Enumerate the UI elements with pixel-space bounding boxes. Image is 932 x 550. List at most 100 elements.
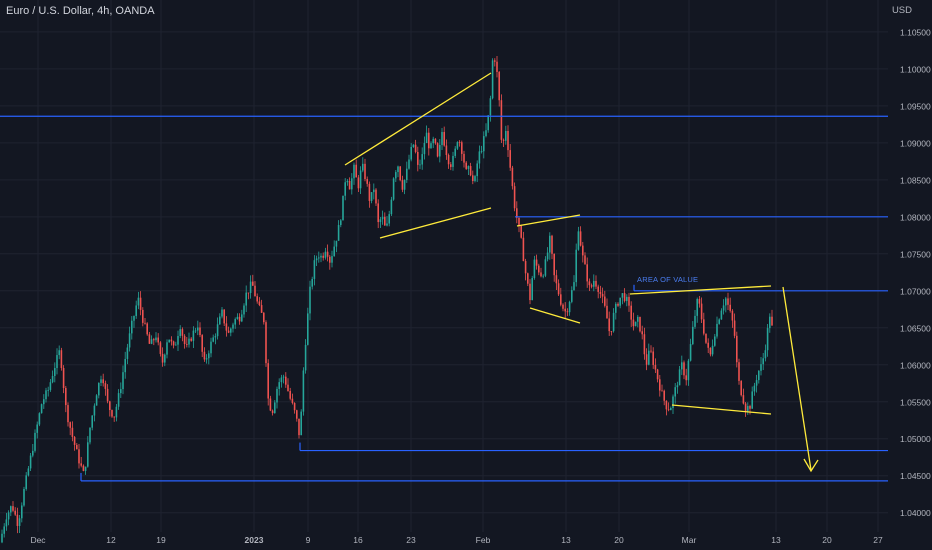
y-tick-label: 1.06500: [900, 323, 931, 333]
candle-body: [729, 304, 731, 311]
candle-body: [364, 163, 366, 180]
candle-body: [738, 362, 740, 381]
candle-body: [628, 296, 630, 306]
candle-body: [161, 353, 164, 363]
candle-body: [181, 329, 184, 336]
candle-body: [454, 148, 456, 156]
candle-body: [302, 370, 305, 412]
candle-body: [650, 350, 652, 352]
candle-body: [247, 292, 250, 294]
candle-body: [441, 132, 443, 145]
y-tick-label: 1.08500: [900, 175, 931, 185]
candle-body: [40, 404, 43, 414]
candle-body: [408, 159, 410, 169]
candle-body: [456, 142, 459, 149]
candle-body: [98, 382, 100, 396]
candle-body: [12, 506, 14, 511]
x-tick-label: 16: [353, 535, 363, 545]
candle-body: [56, 355, 58, 369]
candle-body: [687, 360, 690, 381]
candle-body: [590, 285, 593, 287]
candle-body: [483, 136, 485, 152]
candle-body: [65, 388, 67, 406]
candle-body: [458, 142, 461, 143]
candle-body: [34, 432, 36, 451]
candle-body: [604, 296, 606, 306]
candle-body: [377, 203, 379, 223]
candle-body: [324, 251, 327, 258]
candle-body: [296, 410, 298, 419]
candle-body: [740, 380, 742, 396]
candle-body: [612, 312, 615, 332]
candle-body: [203, 351, 206, 360]
candle-body: [665, 400, 668, 410]
candle-body: [337, 225, 340, 241]
candle-body: [139, 297, 142, 310]
candle-body: [615, 303, 617, 313]
x-tick-label: Dec: [30, 535, 46, 545]
candle-body: [102, 379, 104, 384]
candle-body: [368, 183, 371, 201]
candle-body: [148, 334, 151, 344]
candle-body: [23, 488, 25, 506]
y-tick-label: 1.06000: [900, 360, 931, 370]
candle-body: [210, 341, 212, 354]
candle-body: [386, 223, 388, 226]
candle-body: [575, 249, 577, 283]
candle-body: [175, 344, 177, 346]
candle-body: [718, 319, 720, 324]
candle-body: [71, 427, 74, 437]
candle-body: [634, 321, 637, 327]
candle-body: [417, 151, 419, 165]
candle-body: [450, 164, 452, 167]
symbol-title[interactable]: Euro / U.S. Dollar, 4h, OANDA: [6, 5, 155, 17]
candle-body: [285, 376, 287, 385]
candle-body: [146, 323, 148, 335]
candle-body: [353, 164, 355, 179]
candle-body: [157, 337, 159, 343]
candle-body: [709, 347, 712, 355]
candle-body: [219, 316, 221, 325]
candle-body: [582, 245, 584, 256]
candle-body: [733, 320, 736, 336]
candle-body: [67, 405, 69, 423]
candle-body: [194, 330, 197, 332]
candle-body: [298, 418, 300, 436]
candle-body: [516, 208, 518, 218]
y-tick-label: 1.09500: [900, 101, 931, 111]
y-tick-label: 1.07500: [900, 249, 931, 259]
candle-body: [5, 519, 8, 527]
candle-body: [36, 424, 38, 433]
candle-body: [681, 362, 683, 370]
candle-body: [577, 231, 580, 250]
candle-body: [546, 252, 549, 260]
candle-body: [300, 411, 302, 436]
x-tick-label: 20: [822, 535, 832, 545]
candle-body: [315, 258, 318, 261]
candle-body: [535, 259, 538, 266]
candle-body: [18, 518, 21, 526]
candle-body: [89, 427, 91, 443]
candle-body: [599, 291, 602, 294]
candle-body: [639, 316, 641, 332]
candle-body: [111, 410, 113, 417]
candle-body: [104, 383, 107, 389]
candle-body: [135, 305, 137, 316]
pattern-trendline: [529, 307, 581, 324]
candle-body: [621, 293, 624, 298]
candle-body: [106, 388, 109, 402]
candle-body: [544, 259, 547, 276]
candle-body: [208, 353, 210, 359]
x-tick-label: 2023: [245, 535, 264, 545]
candle-body: [496, 61, 498, 72]
candle-body: [707, 342, 709, 348]
candle-body: [199, 327, 201, 336]
candle-body: [606, 305, 608, 319]
candle-body: [410, 146, 412, 160]
candle-body: [322, 255, 324, 258]
candle-body: [82, 465, 85, 471]
candle-body: [320, 255, 322, 258]
pattern-trendline: [344, 72, 492, 166]
